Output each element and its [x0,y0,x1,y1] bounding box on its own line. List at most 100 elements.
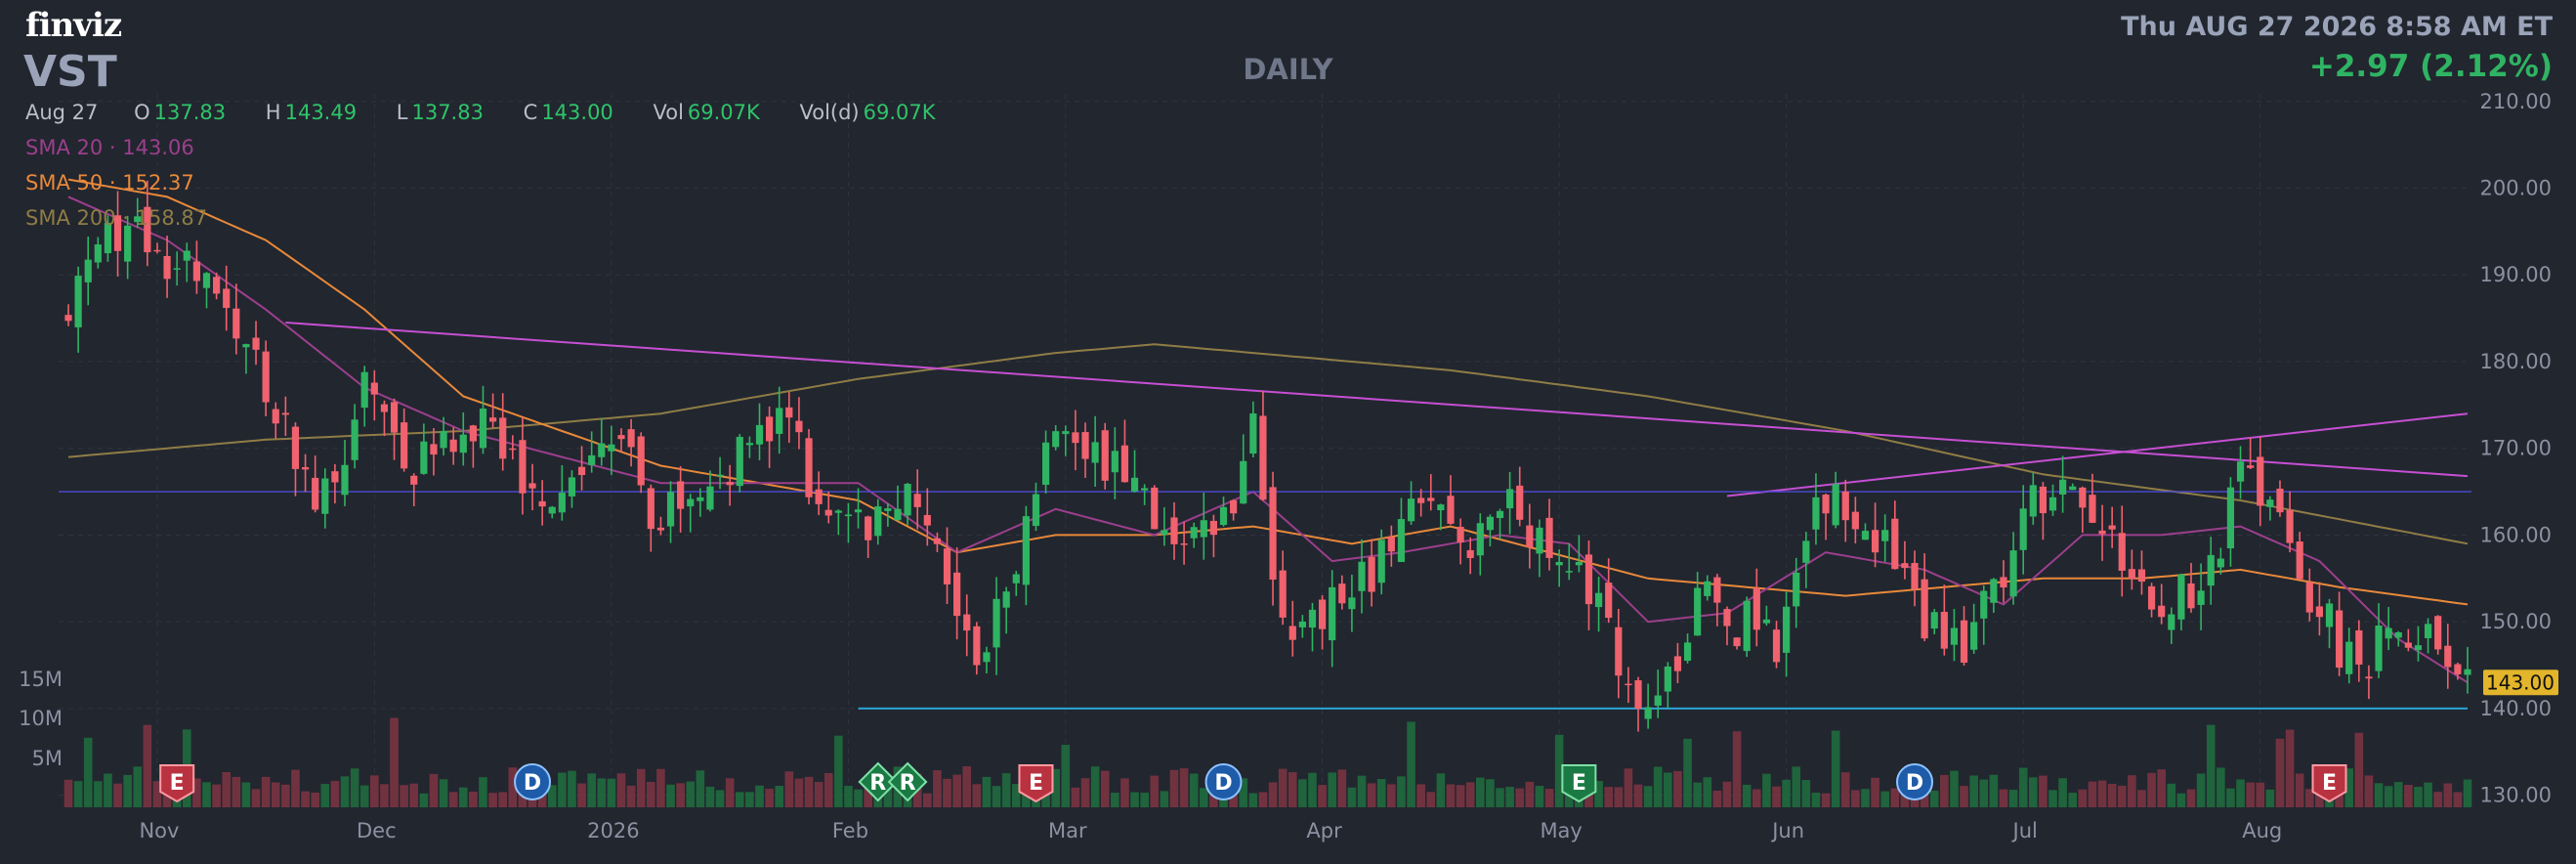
volume-bar [1357,775,1367,807]
candle-body [1881,530,1889,541]
candle-body [469,425,477,442]
candle-body [1062,431,1070,435]
volume-bar [1940,774,1949,807]
candle-body [1002,591,1010,608]
candle-body [370,382,378,395]
volume-bar [94,781,103,807]
volume-bar [636,768,646,807]
candle-body [608,444,615,452]
volume-bar [2246,782,2255,807]
volume-bar [1407,721,1415,807]
candle-body [183,250,190,261]
volume-bar [2236,779,2245,807]
candle-body [2039,486,2047,514]
volume-bar [1100,770,1110,807]
volume-bar [1969,775,1978,807]
candle-body [2089,495,2096,523]
price-change: +2.97 (2.12%) [2308,49,2553,84]
candle-body [2207,554,2215,586]
volume-bar [1643,786,1653,807]
volume-bar [241,782,251,807]
volume-bar [1871,777,1879,807]
x-tick-label: Dec [357,819,397,842]
candle-body [163,255,171,280]
volume-bar [448,792,458,807]
volume-bar [1840,772,1850,807]
candle-body [2365,676,2373,679]
finviz-logo[interactable]: finviz [25,6,122,45]
volume-bar [63,779,73,807]
volume-bar [943,778,951,807]
volume-bar [104,773,112,807]
candle-body [1950,627,1959,645]
volume-bar [1496,788,1504,807]
trendlines[interactable] [59,322,2471,710]
volume-bar [2097,780,2107,807]
candle-body [223,288,231,309]
candle-body [2325,603,2334,627]
volume-bar [2384,786,2393,807]
volume-bar [1801,780,1811,807]
volume-bar [439,779,448,807]
volume-bar [1298,779,1307,807]
volume-bar [2078,789,2088,807]
x-tick-label: Jun [1770,819,1804,842]
candle-body [144,206,151,253]
candle-body [1536,527,1543,554]
volume-bar [647,781,655,807]
sma50-line [67,178,2469,606]
candle-body [1308,609,1317,628]
volume-bar [1742,784,1752,807]
candle-body [2226,487,2235,549]
candle-body [1861,531,1870,540]
volume-bar [83,737,93,807]
volume-bar [2354,732,2364,807]
volume-bar [2344,768,2354,807]
volume-bar [2147,772,2156,807]
candle-body [2305,582,2313,613]
volume-bar [1308,772,1317,807]
earnings-marker [1561,764,1597,803]
candle-body [1990,579,1998,603]
volume-bar [479,777,487,807]
candle-body [1377,540,1385,583]
candle-body [1447,496,1455,524]
volume-bar [1426,792,1436,807]
volume-bar [1080,778,1090,807]
candle-body [1921,579,1928,639]
candle-body [519,440,527,494]
candle-body [1664,666,1671,692]
volume-bar [2176,793,2186,807]
volume-bar [1979,779,1989,807]
volume-bar [409,783,419,807]
candle-body [1091,442,1099,463]
event-label: D [1906,771,1923,796]
candle-body [449,439,457,453]
candlesticks[interactable] [64,180,2471,732]
candle-body [1032,494,1040,527]
candle-body [1120,445,1129,483]
volume-bar [1268,782,1278,807]
volume-bar [745,792,754,807]
volume-bar [1001,773,1011,807]
candle-body [1466,549,1474,558]
candle-body [1200,520,1207,538]
candle-body [1161,530,1168,536]
volume-bar [1950,770,1959,807]
volume-bar [1248,793,1258,807]
event-label: E [2322,771,2337,796]
volume-bar [1041,789,1050,807]
volume-bar [1456,785,1465,807]
volume-bar [488,793,497,807]
volume-bar [1061,744,1071,807]
volume-bar [1318,785,1327,807]
volume-bar [2424,782,2432,807]
candle-body [1141,488,1149,491]
dividend-marker [514,763,552,800]
volume-bar [508,767,518,807]
volume-bar [1486,779,1495,807]
candle-body [1259,415,1267,500]
